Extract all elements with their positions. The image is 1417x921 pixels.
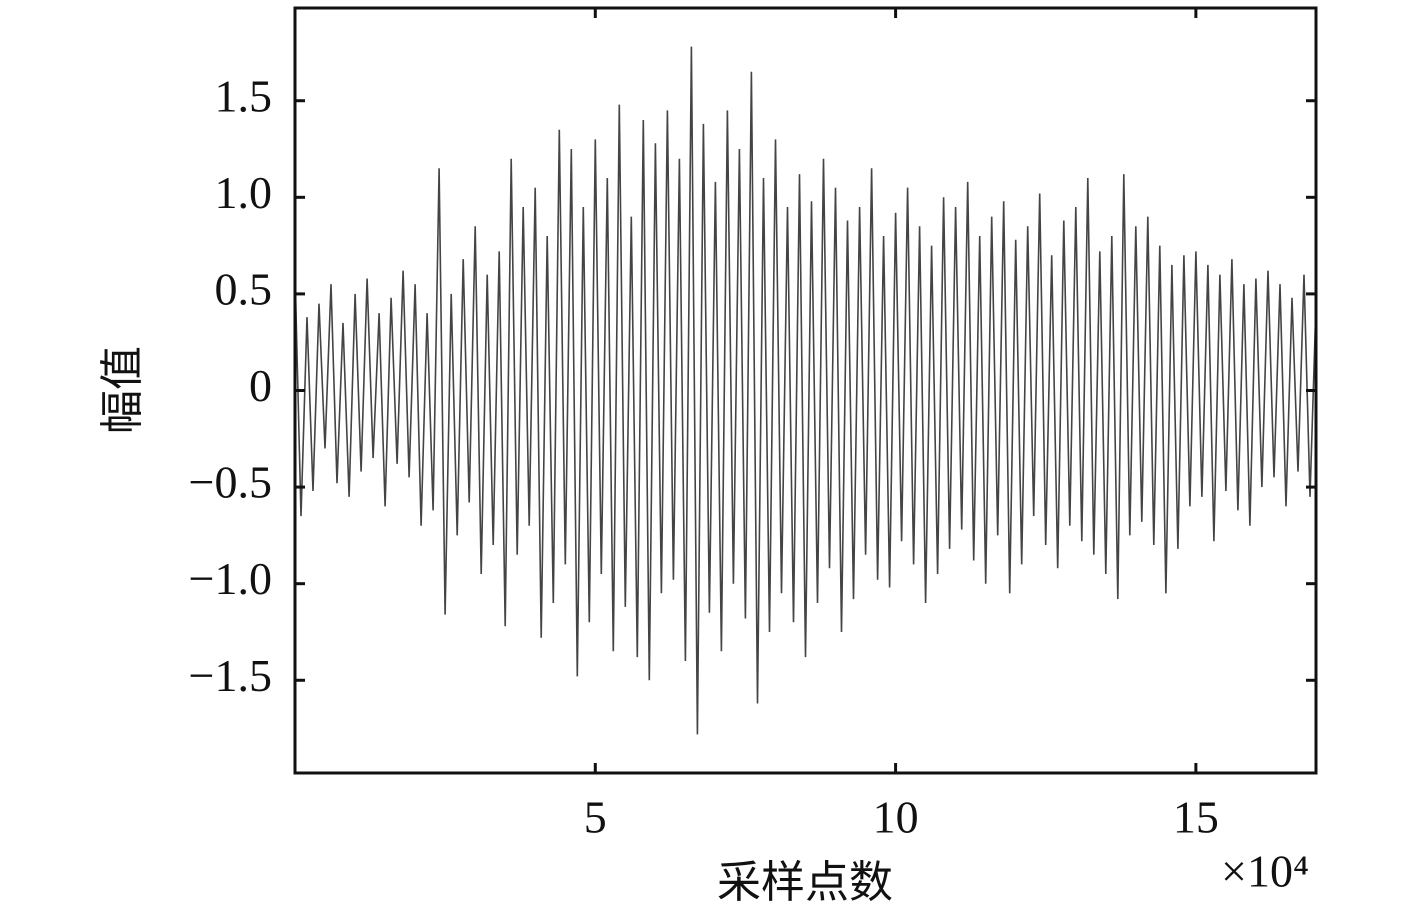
y-tick-label: 0.5 [215, 263, 273, 314]
y-tick-label: 1.5 [215, 70, 273, 121]
y-tick-label: 0 [249, 360, 272, 411]
y-tick-label: 1.0 [215, 167, 273, 218]
x-tick-label: 15 [1173, 792, 1219, 843]
x-tick-label: 10 [873, 792, 919, 843]
signal-line [294, 46, 1317, 735]
x-multiplier: ×10⁴ [1221, 846, 1309, 897]
y-tick-label: −0.5 [189, 457, 272, 508]
y-tick-label: −1.5 [189, 650, 272, 701]
x-axis-label: 采样点数 [717, 857, 893, 908]
x-tick-label: 5 [584, 792, 607, 843]
y-tick-label: −1.0 [189, 553, 272, 604]
y-axis-label: 幅值 [97, 346, 148, 434]
